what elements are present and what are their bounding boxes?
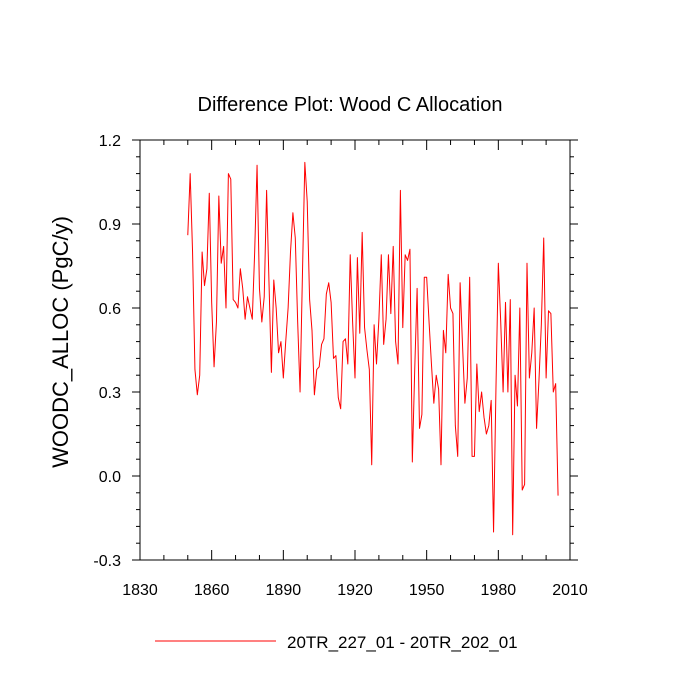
x-tick-label: 1890 xyxy=(266,582,302,599)
x-tick-label: 1830 xyxy=(122,582,158,599)
y-tick-label: 0.6 xyxy=(99,301,121,318)
legend-label: 20TR_227_01 - 20TR_202_01 xyxy=(287,633,518,652)
axis-ticks: 1830 1860 1890 1920 1950 1980 2010 -0.3 0.0 0.3 0.… xyxy=(93,133,587,599)
y-tick-label: 0.0 xyxy=(99,469,121,486)
series-layer xyxy=(187,161,559,536)
series-line xyxy=(187,161,559,536)
x-tick-label: 1950 xyxy=(409,582,445,599)
x-tick-label: 1920 xyxy=(337,582,373,599)
chart-title: Difference Plot: Wood C Allocation xyxy=(198,94,503,116)
x-tick-label: 1860 xyxy=(194,582,230,599)
y-tick-label: 1.2 xyxy=(99,133,121,150)
y-tick-label: 0.3 xyxy=(99,385,121,402)
y-tick-label: -0.3 xyxy=(93,553,121,570)
x-tick-label: 2010 xyxy=(552,582,588,599)
x-tick-label: 1980 xyxy=(481,582,517,599)
plot-frame xyxy=(139,139,571,561)
y-axis-label: WOODC_ALLOC (PgC/y) xyxy=(48,216,73,468)
y-tick-label: 0.9 xyxy=(99,217,121,234)
legend: 20TR_227_01 - 20TR_202_01 xyxy=(155,633,518,652)
